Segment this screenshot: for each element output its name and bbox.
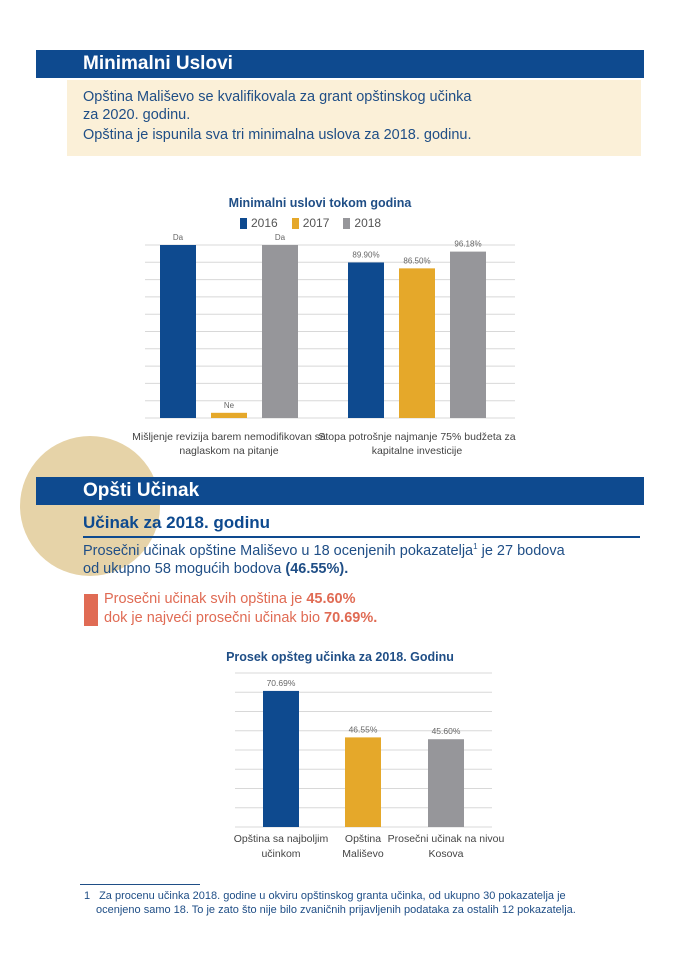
category-label: Prosečni učinak na nivou bbox=[388, 833, 505, 845]
footnote-number: 1 bbox=[84, 890, 91, 902]
highlight-text: dok je najveći prosečni učinak bio 70.69… bbox=[104, 610, 377, 626]
legend-label: 2017 bbox=[302, 216, 330, 230]
highlight-text: Prosečni učinak svih opština je 45.60% bbox=[104, 591, 356, 607]
data-label: Ne bbox=[224, 401, 235, 410]
chart-title: Prosek opšteg učinka za 2018. Godinu bbox=[226, 650, 454, 664]
chart-title: Minimalni uslovi tokom godina bbox=[228, 196, 412, 210]
bar bbox=[399, 268, 435, 418]
highlight-percent: 70.69%. bbox=[324, 610, 378, 626]
decorative-circle bbox=[20, 436, 160, 576]
category-label: učinkom bbox=[261, 848, 300, 860]
highlight-marker bbox=[84, 594, 98, 626]
bar bbox=[211, 412, 247, 418]
bar bbox=[160, 245, 196, 418]
section-header-band bbox=[36, 50, 644, 78]
section-header-band bbox=[36, 477, 644, 505]
bar bbox=[345, 737, 381, 827]
intro-box bbox=[67, 80, 641, 156]
performance-text: od ukupno 58 mogućih bodova (46.55%). bbox=[83, 561, 348, 577]
category-label: Mališevo bbox=[342, 848, 384, 860]
highlight-percent: 45.60% bbox=[306, 591, 356, 607]
category-label: naglaskom na pitanje bbox=[179, 445, 278, 457]
performance-text-part: je 27 bodova bbox=[477, 542, 565, 559]
minimal-conditions-chart: Da Ne Da Mišljenje revizija barem nemodifik… bbox=[132, 233, 516, 457]
section-title: Minimalni Uslovi bbox=[83, 53, 233, 74]
section-subtitle: Učinak za 2018. godinu bbox=[83, 513, 271, 532]
subtitle-underline bbox=[83, 536, 640, 538]
performance-text-part: od ukupno 58 mogućih bodova bbox=[83, 561, 286, 577]
intro-text: za 2020. godinu. bbox=[83, 107, 191, 123]
data-label: 46.55% bbox=[349, 724, 378, 734]
footnote: 1 Za procenu učinka 2018. godine u okvir… bbox=[84, 890, 566, 902]
data-label: 89.90% bbox=[352, 250, 379, 259]
data-label: 70.69% bbox=[267, 678, 296, 688]
footnote-rule bbox=[80, 884, 200, 885]
performance-percent: (46.55%). bbox=[285, 561, 349, 577]
highlight-text-part: dok je najveći prosečni učinak bio bbox=[104, 610, 325, 626]
footnote-text: Za procenu učinka 2018. godine u okviru … bbox=[99, 890, 566, 902]
performance-text: Prosečni učinak opštine Mališevo u 18 oc… bbox=[83, 542, 565, 559]
category-label: Mišljenje revizija barem nemodifikovan s… bbox=[132, 431, 326, 443]
category-label: Kosova bbox=[428, 848, 463, 860]
category-label: Stopa potrošnje najmanje 75% budžeta za bbox=[318, 431, 515, 443]
footnote-ref[interactable]: 1 bbox=[473, 542, 478, 551]
section-title: Opšti Učinak bbox=[83, 480, 200, 501]
intro-text: Opština Mališevo se kvalifikovala za gra… bbox=[83, 89, 472, 105]
legend-swatch bbox=[343, 217, 351, 229]
legend-item: 2017 bbox=[291, 216, 330, 230]
highlight-text-part: Prosečni učinak svih opština je bbox=[104, 591, 307, 607]
legend-swatch bbox=[240, 217, 247, 229]
data-label: 86.50% bbox=[403, 256, 430, 265]
data-label: 96.18% bbox=[454, 240, 481, 249]
bar bbox=[348, 262, 384, 418]
performance-text-part: Prosečni učinak opštine Mališevo u 18 oc… bbox=[83, 542, 474, 559]
bar bbox=[263, 690, 299, 827]
chart-legend: 2016 2017 2018 bbox=[240, 216, 381, 230]
legend-item: 2018 bbox=[343, 216, 381, 230]
legend-label: 2018 bbox=[354, 216, 382, 230]
category-label: Opština sa najboljim bbox=[234, 833, 329, 845]
bar bbox=[262, 245, 298, 418]
legend-label: 2016 bbox=[251, 216, 278, 230]
intro-text: Opština je ispunila sva tri minimalna us… bbox=[83, 127, 472, 143]
legend-item: 2016 bbox=[240, 216, 278, 230]
category-label: kapitalne investicije bbox=[372, 445, 463, 457]
average-performance-chart: 70.69% Opština sa najboljim učinkom 46.55% O… bbox=[234, 672, 505, 860]
category-label: Opština bbox=[345, 833, 381, 845]
bar bbox=[428, 739, 464, 827]
data-label: Da bbox=[275, 233, 286, 242]
data-label: 45.60% bbox=[432, 726, 461, 736]
legend-swatch bbox=[291, 217, 299, 229]
footnote-text: ocenjeno samo 18. To je zato što nije bi… bbox=[96, 904, 576, 916]
data-label: Da bbox=[173, 233, 184, 242]
bar bbox=[450, 251, 486, 418]
